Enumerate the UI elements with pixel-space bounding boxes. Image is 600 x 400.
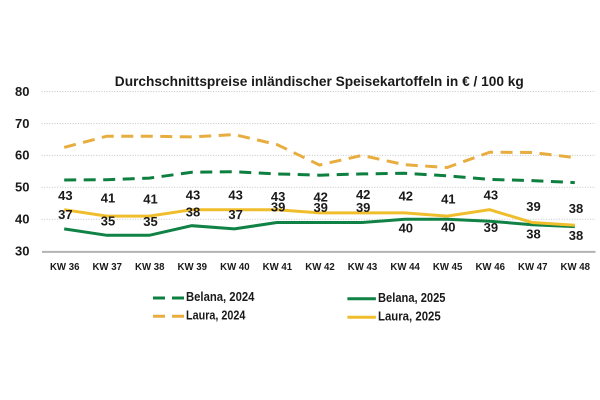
svg-text:Belana, 2025: Belana, 2025 bbox=[378, 291, 446, 305]
svg-text:38: 38 bbox=[569, 201, 583, 216]
svg-text:KW 46: KW 46 bbox=[475, 261, 505, 273]
svg-text:41: 41 bbox=[441, 191, 455, 206]
svg-text:39: 39 bbox=[271, 199, 285, 214]
svg-text:KW 44: KW 44 bbox=[390, 261, 420, 273]
svg-text:KW 45: KW 45 bbox=[433, 261, 463, 273]
svg-text:40: 40 bbox=[399, 220, 413, 235]
svg-text:43: 43 bbox=[186, 188, 200, 203]
svg-text:43: 43 bbox=[271, 189, 285, 204]
svg-text:KW 40: KW 40 bbox=[220, 261, 250, 273]
svg-text:35: 35 bbox=[143, 214, 157, 229]
svg-text:41: 41 bbox=[143, 191, 157, 206]
svg-text:KW 48: KW 48 bbox=[561, 261, 591, 273]
svg-text:43: 43 bbox=[58, 188, 72, 203]
svg-text:42: 42 bbox=[313, 190, 327, 205]
svg-text:43: 43 bbox=[228, 188, 242, 203]
svg-text:KW 39: KW 39 bbox=[178, 261, 208, 273]
svg-text:KW 36: KW 36 bbox=[50, 261, 80, 273]
svg-text:50: 50 bbox=[15, 180, 29, 195]
svg-text:60: 60 bbox=[15, 148, 29, 163]
svg-text:41: 41 bbox=[101, 191, 115, 206]
svg-text:38: 38 bbox=[186, 204, 200, 219]
svg-text:KW 47: KW 47 bbox=[518, 261, 548, 273]
svg-text:KW 41: KW 41 bbox=[263, 261, 293, 273]
svg-text:39: 39 bbox=[356, 200, 370, 215]
svg-text:37: 37 bbox=[228, 207, 242, 222]
svg-text:42: 42 bbox=[356, 187, 370, 202]
svg-text:43: 43 bbox=[484, 187, 498, 202]
svg-text:38: 38 bbox=[569, 228, 583, 243]
svg-text:KW 38: KW 38 bbox=[135, 261, 165, 273]
svg-text:Laura, 2024: Laura, 2024 bbox=[186, 309, 245, 323]
svg-text:38: 38 bbox=[526, 227, 540, 242]
svg-text:70: 70 bbox=[15, 116, 29, 131]
svg-text:37: 37 bbox=[58, 207, 72, 222]
svg-text:39: 39 bbox=[526, 199, 540, 214]
svg-text:39: 39 bbox=[313, 200, 327, 215]
svg-text:40: 40 bbox=[15, 212, 29, 227]
svg-text:KW 43: KW 43 bbox=[348, 261, 378, 273]
svg-text:KW 42: KW 42 bbox=[305, 261, 335, 273]
svg-text:KW 37: KW 37 bbox=[92, 261, 122, 273]
svg-text:42: 42 bbox=[399, 188, 413, 203]
svg-text:39: 39 bbox=[484, 220, 498, 235]
svg-text:35: 35 bbox=[101, 214, 115, 229]
svg-text:Belana, 2024: Belana, 2024 bbox=[186, 290, 254, 304]
svg-text:30: 30 bbox=[15, 244, 29, 259]
svg-text:80: 80 bbox=[15, 84, 29, 99]
svg-text:Durchschnittspreise inländisch: Durchschnittspreise inländischer Speisek… bbox=[115, 73, 524, 89]
svg-text:40: 40 bbox=[441, 219, 455, 234]
svg-text:Laura, 2025: Laura, 2025 bbox=[378, 309, 441, 323]
